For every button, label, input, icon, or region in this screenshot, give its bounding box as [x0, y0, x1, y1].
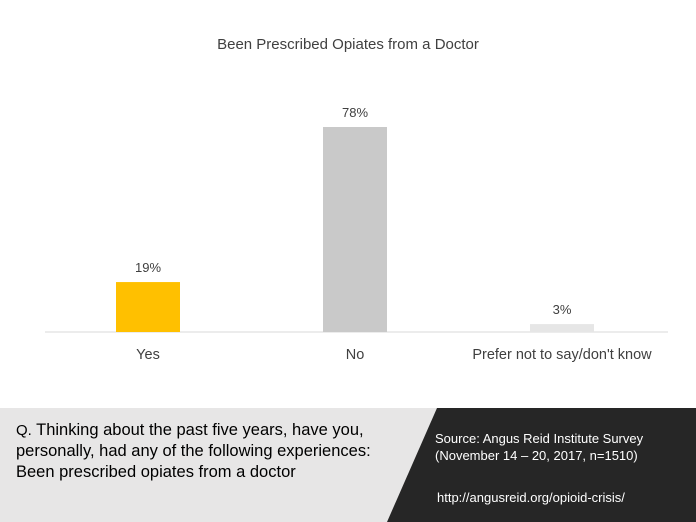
bar-chart: 19% Yes 78% No 3% Prefer not to say/don't kno…	[45, 105, 668, 363]
data-label-0: 19%	[135, 260, 161, 275]
question-panel	[0, 408, 460, 522]
category-label-2: Prefer not to say/don't know	[472, 347, 652, 363]
question-prefix: Q.	[16, 422, 32, 439]
bar-0	[116, 282, 180, 332]
survey-question: Q. Thinking about the past five years, h…	[16, 420, 411, 483]
source-url: http://angusreid.org/opioid-crisis/	[437, 490, 625, 505]
category-label-0: Yes	[136, 347, 160, 363]
source-panel	[387, 408, 696, 522]
source-citation: Source: Angus Reid Institute Survey (Nov…	[435, 431, 644, 463]
bar-2	[530, 324, 594, 332]
category-label-1: No	[346, 347, 365, 363]
bar-1	[323, 127, 387, 332]
chart-title: Been Prescribed Opiates from a Doctor	[217, 36, 479, 53]
question-text: Thinking about the past five years, have…	[16, 421, 371, 481]
data-label-2: 3%	[553, 302, 572, 317]
data-label-1: 78%	[342, 105, 368, 120]
